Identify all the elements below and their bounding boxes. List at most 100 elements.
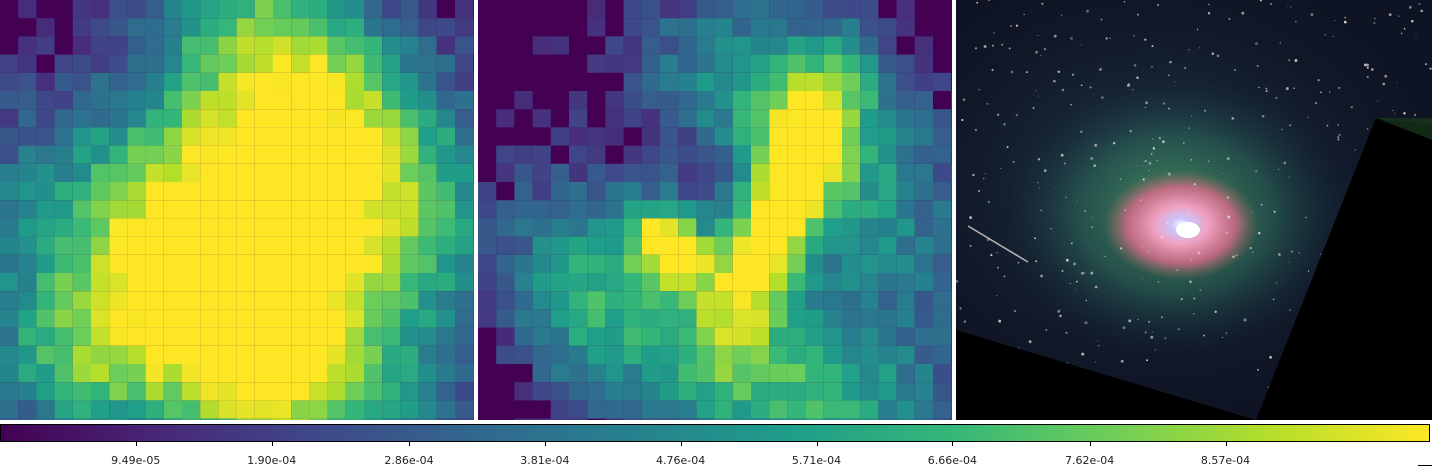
map-pixel bbox=[769, 0, 788, 19]
map-pixel bbox=[200, 72, 219, 91]
map-pixel bbox=[878, 182, 897, 201]
map-pixel bbox=[823, 182, 842, 201]
star bbox=[1128, 319, 1132, 323]
map-pixel bbox=[327, 382, 346, 401]
star bbox=[1119, 178, 1122, 181]
map-pixel bbox=[550, 309, 569, 328]
map-pixel bbox=[127, 345, 146, 364]
map-pixel bbox=[787, 345, 806, 364]
map-pixel bbox=[587, 345, 606, 364]
star bbox=[1278, 253, 1281, 256]
star bbox=[1090, 157, 1094, 160]
map-pixel bbox=[18, 254, 37, 273]
map-pixel bbox=[0, 236, 19, 255]
map-pixel bbox=[532, 382, 551, 401]
map-pixel bbox=[641, 200, 660, 219]
star bbox=[1040, 209, 1042, 212]
map-pixel bbox=[914, 309, 933, 328]
map-pixel bbox=[532, 145, 551, 164]
map-pixel bbox=[345, 309, 364, 328]
map-pixel bbox=[36, 291, 55, 310]
map-pixel bbox=[714, 309, 733, 328]
map-pixel bbox=[496, 200, 515, 219]
star bbox=[969, 244, 972, 247]
map-pixel bbox=[91, 182, 110, 201]
map-pixel bbox=[696, 72, 715, 91]
map-pixel bbox=[72, 72, 91, 91]
map-pixel bbox=[400, 291, 419, 310]
map-pixel bbox=[455, 309, 474, 328]
map-pixel bbox=[473, 418, 474, 420]
map-pixel bbox=[254, 91, 273, 110]
star bbox=[1123, 1, 1126, 3]
map-pixel bbox=[36, 145, 55, 164]
map-pixel bbox=[236, 145, 255, 164]
map-pixel bbox=[473, 400, 474, 419]
map-pixel bbox=[254, 291, 273, 310]
map-pixel bbox=[218, 54, 237, 73]
map-pixel bbox=[200, 91, 219, 110]
map-pixel bbox=[842, 109, 861, 128]
star bbox=[1259, 0, 1262, 2]
map-pixel bbox=[327, 0, 346, 19]
map-pixel bbox=[623, 218, 642, 237]
map-pixel bbox=[273, 345, 292, 364]
map-pixel bbox=[623, 18, 642, 37]
map-pixel bbox=[496, 327, 515, 346]
map-pixel bbox=[109, 218, 128, 237]
map-pixel bbox=[309, 273, 328, 292]
map-pixel bbox=[860, 327, 879, 346]
map-pixel bbox=[587, 218, 606, 237]
map-pixel bbox=[127, 127, 146, 146]
star bbox=[1076, 362, 1078, 364]
star bbox=[961, 118, 964, 122]
map-pixel bbox=[163, 54, 182, 73]
map-pixel bbox=[751, 254, 770, 273]
map-pixel bbox=[860, 273, 879, 292]
map-pixel bbox=[236, 36, 255, 55]
map-pixel bbox=[805, 236, 824, 255]
map-pixel bbox=[254, 273, 273, 292]
map-pixel bbox=[696, 109, 715, 128]
map-pixel bbox=[933, 364, 952, 383]
map-pixel bbox=[163, 218, 182, 237]
map-pixel bbox=[569, 400, 588, 419]
map-pixel bbox=[327, 291, 346, 310]
map-pixel bbox=[751, 327, 770, 346]
map-pixel bbox=[182, 254, 201, 273]
map-pixel bbox=[309, 0, 328, 19]
map-pixel bbox=[91, 91, 110, 110]
map-pixel bbox=[163, 400, 182, 419]
star bbox=[1193, 297, 1196, 300]
map-pixel bbox=[473, 36, 474, 55]
map-pixel bbox=[145, 127, 164, 146]
map-pixel bbox=[623, 163, 642, 182]
star bbox=[1136, 165, 1139, 167]
map-pixel bbox=[641, 218, 660, 237]
map-pixel bbox=[54, 91, 73, 110]
map-pixel bbox=[127, 18, 146, 37]
map-pixel bbox=[364, 418, 383, 420]
map-pixel bbox=[236, 72, 255, 91]
map-pixel bbox=[951, 182, 952, 201]
map-pixel bbox=[605, 400, 624, 419]
map-pixel bbox=[127, 36, 146, 55]
star bbox=[1287, 5, 1288, 7]
map-pixel bbox=[345, 109, 364, 128]
map-pixel bbox=[714, 72, 733, 91]
map-pixel bbox=[787, 254, 806, 273]
map-pixel bbox=[696, 418, 715, 420]
map-pixel bbox=[860, 0, 879, 19]
map-pixel bbox=[696, 345, 715, 364]
map-pixel bbox=[514, 345, 533, 364]
map-pixel bbox=[436, 182, 455, 201]
map-pixel bbox=[714, 382, 733, 401]
star bbox=[1420, 9, 1423, 13]
map-pixel bbox=[127, 418, 146, 420]
map-pixel bbox=[714, 36, 733, 55]
map-pixel bbox=[18, 418, 37, 420]
map-pixel bbox=[145, 18, 164, 37]
map-pixel bbox=[842, 127, 861, 146]
map-pixel bbox=[805, 254, 824, 273]
map-pixel bbox=[127, 163, 146, 182]
